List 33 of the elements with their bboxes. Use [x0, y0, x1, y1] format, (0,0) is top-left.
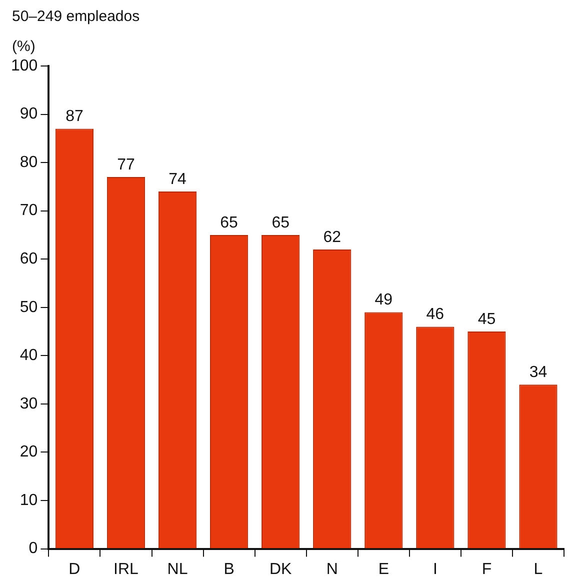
y-tick-label: 90: [20, 106, 38, 123]
x-tick-label: NL: [167, 560, 188, 578]
data-label: 77: [117, 156, 135, 174]
x-tick-label: N: [326, 560, 338, 578]
data-label: 65: [272, 214, 290, 232]
y-tick-label: 100: [10, 57, 38, 74]
x-tick-label: F: [482, 560, 492, 578]
x-tick-label: B: [224, 560, 234, 578]
x-tick-label: I: [432, 560, 438, 578]
y-tick-label: 30: [20, 395, 38, 412]
x-tick-label: IRL: [114, 560, 139, 578]
y-tick-label: 0: [28, 540, 38, 558]
chart-title: 50–249 empleados: [12, 8, 140, 25]
data-label: 46: [426, 306, 444, 324]
y-tick-label: 10: [20, 492, 38, 509]
y-axis-title: (%): [12, 38, 36, 55]
y-tick-label: 20: [20, 444, 38, 461]
y-tick-label: 60: [20, 250, 38, 268]
x-tick-label: E: [378, 560, 389, 578]
x-tick-label: L: [534, 560, 543, 578]
y-tick-label: 40: [20, 347, 38, 364]
data-label: 65: [220, 214, 238, 232]
y-tick-label: 50: [20, 298, 38, 316]
data-label: 87: [66, 108, 84, 126]
y-tick-label: 80: [20, 154, 38, 171]
data-label: 49: [374, 292, 393, 309]
x-tick-label: D: [68, 560, 80, 578]
data-label: 62: [323, 228, 342, 246]
data-label: 74: [168, 170, 187, 188]
y-tick-label: 70: [20, 202, 38, 220]
data-label: 45: [478, 310, 496, 328]
x-tick-label: DK: [269, 560, 292, 578]
data-label: 34: [529, 364, 548, 382]
